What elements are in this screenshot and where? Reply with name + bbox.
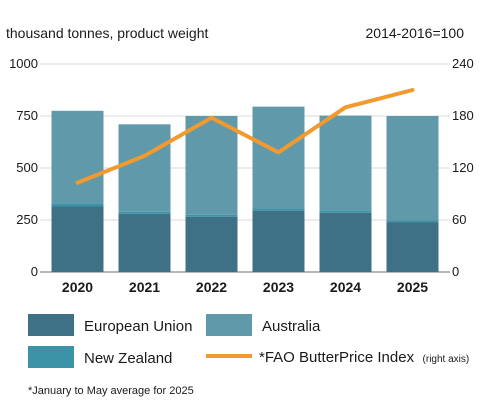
butter-price-index-point-2020 [76,181,79,185]
butter-price-index-point-2025 [411,88,414,92]
right-tick-label: 120 [452,160,474,175]
legend-swatch-new-zealand [28,346,74,368]
butter-price-index-line [75,88,415,185]
legend-label-european-union: European Union [84,318,192,335]
category-label-2021: 2021 [129,279,160,295]
legend-item-butter-price-index: *FAO ButterPrice Index (right axis) [206,349,469,366]
right-tick-label: 180 [452,108,474,123]
legend-item-european-union: European Union [28,314,192,336]
bar-australia-2022 [185,116,238,215]
bar-european-union-2021 [118,213,171,272]
bar-new-zealand-2022 [185,214,238,217]
bar-australia-2023 [252,106,305,209]
left-tick-label: 250 [16,212,38,227]
legend-label-butter-price-index: *FAO ButterPrice Index [259,349,415,366]
bar-australia-2024 [319,115,372,211]
svg-text:*FAO ButterPrice Index: *FAO ButterPrice Index (right axis) [259,349,469,366]
right-tick-label: 0 [452,264,459,279]
bar-new-zealand-2021 [118,211,171,214]
right-tick-label: 240 [452,56,474,71]
butter-price-index-point-2023 [277,150,280,154]
butter-price-index-point-2022 [210,116,213,120]
right-axis-label: 2014-2016=100 [366,25,465,41]
left-tick-label: 750 [16,108,38,123]
price-index-line-layer [75,88,415,185]
category-label-2024: 2024 [330,279,361,295]
bar-european-union-2020 [51,206,104,272]
left-tick-label: 500 [16,160,38,175]
bar-european-union-2024 [319,212,372,272]
bar-european-union-2022 [185,216,238,272]
category-labels: 2020 2021 2022 2023 2024 2025 [62,279,428,295]
category-label-2023: 2023 [263,279,294,295]
legend: European Union Australia New Zealand *FA… [28,314,469,368]
bar-european-union-2023 [252,210,305,272]
bars [51,106,439,272]
bar-new-zealand-2024 [319,210,372,213]
butter-price-index-point-2024 [344,105,347,109]
bar-european-union-2025 [386,222,439,272]
butter-price-index-point-2021 [143,154,146,158]
legend-label-australia: Australia [262,318,321,335]
bar-new-zealand-2023 [252,208,305,211]
bar-new-zealand-2025 [386,220,439,223]
bar-australia-2021 [118,124,171,212]
gridlines [40,63,450,273]
legend-label-new-zealand: New Zealand [84,350,172,367]
legend-swatch-european-union [28,314,74,336]
legend-item-new-zealand: New Zealand [28,346,172,368]
left-tick-label: 0 [31,264,38,279]
legend-swatch-australia [206,314,252,336]
footnote: *January to May average for 2025 [28,385,194,397]
right-tick-label: 60 [452,212,466,227]
category-label-2025: 2025 [397,279,428,295]
bar-new-zealand-2020 [51,203,104,207]
bar-australia-2025 [386,116,439,221]
bar-australia-2020 [51,110,104,204]
category-label-2022: 2022 [196,279,227,295]
left-tick-label: 1000 [9,56,38,71]
left-tick-labels: 0 250 500 750 1000 [9,56,38,279]
legend-right-axis-note: (right axis) [423,354,470,365]
right-tick-labels: 0 60 120 180 240 [452,56,474,279]
category-label-2020: 2020 [62,279,93,295]
left-axis-label: thousand tonnes, product weight [6,25,208,41]
legend-item-australia: Australia [206,314,321,336]
